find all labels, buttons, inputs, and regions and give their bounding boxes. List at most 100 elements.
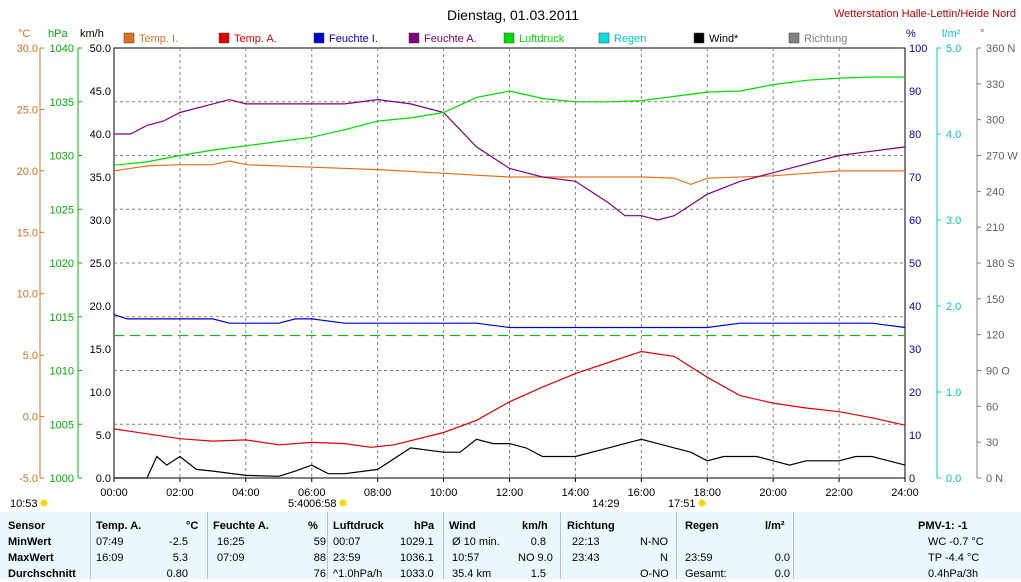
series-line-luftdruck	[113, 76, 905, 166]
hdr-druck-unit: hPa	[414, 520, 435, 532]
legend-label: Regen	[614, 33, 646, 45]
rain-tick-label: 4.0	[946, 129, 961, 141]
hdr-temp: Temp. A.	[96, 520, 142, 532]
wind-unit: km/h	[80, 28, 104, 40]
pressure-tick-label: 1010	[50, 366, 74, 378]
station-name: Wetterstation Halle-Lettin/Heide Nord	[834, 8, 1016, 20]
stats-cell-w-val: 0.8	[530, 536, 546, 548]
hdr-druck: Luftdruck	[333, 520, 384, 532]
wind-tick-label: 0.0	[96, 473, 111, 485]
direction-tick-label: 360 N	[986, 43, 1015, 55]
stats-cell-p-val: 1036.1	[400, 552, 434, 564]
stats-header-row: Sensor Temp. A. °C Feuchte A. % Luftdruc…	[0, 518, 1021, 534]
hdr-feuchte-unit: %	[308, 520, 318, 532]
hdr-sensor: Sensor	[8, 520, 46, 532]
rain-unit: l/m²	[942, 28, 961, 40]
pressure-tick-label: 1040	[50, 43, 74, 55]
wind-tick-label: 40.0	[90, 129, 111, 141]
humidity-tick-label: 100	[909, 43, 927, 55]
pressure-tick-label: 1025	[50, 204, 74, 216]
hdr-wind: Wind	[449, 520, 476, 532]
time-tick-label: 04:00	[232, 487, 260, 499]
time-tick-label: 12:00	[496, 487, 524, 499]
temp-tick-label: 30.0	[17, 43, 38, 55]
rain-tick-label: 2.0	[946, 301, 961, 313]
stats-cell-f-val: 76	[313, 568, 326, 580]
wind-tick-label: 15.0	[90, 344, 111, 356]
rain-tick-label: 1.0	[946, 387, 961, 399]
grid	[113, 47, 906, 479]
legend-swatch	[123, 32, 135, 44]
rain-tick-label: 3.0	[946, 215, 961, 227]
temp-tick-label: 5.0	[23, 350, 38, 362]
wind-tick-label: 10.0	[90, 387, 111, 399]
stats-cell-p-time: ^1.0hPa/h	[333, 568, 383, 580]
series-line-temp-a	[113, 350, 906, 448]
sunset-label: 17:51	[668, 498, 696, 510]
stats-cell-f-time: 07:09	[217, 552, 245, 564]
series-line-feuchte-i	[113, 314, 906, 329]
humidity-tick-label: 30	[909, 344, 921, 356]
legend-label: Feuchte A.	[424, 33, 477, 45]
hdr-richtung: Richtung	[567, 520, 615, 532]
stats-cell-w-label: 35.4 km	[452, 568, 492, 580]
temp-tick-label: -5.0	[19, 473, 38, 485]
direction-tick-label: 270 W	[986, 151, 1018, 163]
temp-tick-label: 25.0	[17, 104, 38, 116]
chart-title: Dienstag, 01.03.2011	[447, 7, 579, 23]
humidity-tick-label: 20	[909, 387, 921, 399]
stats-cell-p-time: 23:59	[333, 552, 361, 564]
time-tick-label: 10:00	[430, 487, 458, 499]
direction-tick-label: 300	[986, 115, 1004, 127]
stats-cell-rg-val: 0.0	[774, 568, 790, 580]
stats-row: MaxWert 16:09 5.3 07:09 88 23:59 1036.1 10:57 NO…	[0, 550, 1021, 566]
humidity-tick-label: 70	[909, 172, 921, 184]
wind-tick-label: 5.0	[96, 430, 111, 442]
wind-tick-label: 35.0	[90, 172, 111, 184]
stats-cell-w-label: 10:57	[452, 552, 480, 564]
sun-icon-moon	[40, 499, 48, 507]
legend: Temp. I. Temp. A. Feuchte I. Feuchte A. Luft…	[123, 32, 847, 45]
stats-cell-rg-time: Gesamt:	[685, 568, 727, 580]
time-tick-label: 18:00	[693, 487, 721, 499]
time-tick-label: 16:00	[628, 487, 656, 499]
series-line-temp-i	[113, 160, 905, 186]
legend-label: Temp. I.	[139, 33, 178, 45]
stats-cell-label: Durchschnitt	[8, 568, 76, 580]
temp-tick-label: 10.0	[17, 289, 38, 301]
sunrise-label: 06:58	[309, 498, 337, 510]
series-group	[113, 76, 906, 479]
stats-cell-p-time: 00:07	[333, 536, 361, 548]
legend-label: Wind*	[709, 33, 739, 45]
wind-tick-label: 20.0	[90, 301, 111, 313]
stats-row: MinWert 07:49 -2.5 16:25 59 00:07 1029.1 Ø 10 m…	[0, 534, 1021, 550]
pressure-tick-label: 1020	[50, 258, 74, 270]
stats-cell-pmv: TP -4.4 °C	[928, 552, 980, 564]
wind-tick-label: 25.0	[90, 258, 111, 270]
stats-cell-label: MaxWert	[8, 552, 54, 564]
stats-cell-r-val: N-NO	[640, 536, 669, 548]
time-tick-label: 06:00	[298, 487, 326, 499]
legend-label: Temp. A.	[234, 33, 277, 45]
right-axes: 10090807060504030201005.04.03.02.01.00.0…	[909, 43, 1018, 485]
humidity-tick-label: 0	[909, 473, 915, 485]
legend-swatch	[693, 32, 705, 44]
rain-tick-label: 0.0	[946, 473, 961, 485]
direction-tick-label: 240	[986, 186, 1004, 198]
time-tick-label: 20:00	[759, 487, 787, 499]
time-tick-label: 22:00	[825, 487, 853, 499]
stats-cell-r-time: 22:13	[572, 536, 600, 548]
legend-label: Richtung	[804, 33, 847, 45]
pressure-tick-label: 1030	[50, 151, 74, 163]
pressure-tick-label: 1015	[50, 312, 74, 324]
direction-tick-label: 210	[986, 222, 1004, 234]
stats-cell-t-val: -2.5	[169, 536, 188, 548]
series-line-feuchte-a	[114, 98, 906, 221]
humidity-tick-label: 60	[909, 215, 921, 227]
wind-tick-label: 50.0	[90, 43, 111, 55]
pressure-unit: hPa	[48, 28, 68, 40]
hdr-pmv: PMV-1: -1	[918, 520, 968, 532]
stats-cell-f-time: 16:25	[217, 536, 245, 548]
stats-cell-p-val: 1029.1	[400, 536, 434, 548]
direction-unit: °	[980, 28, 984, 40]
